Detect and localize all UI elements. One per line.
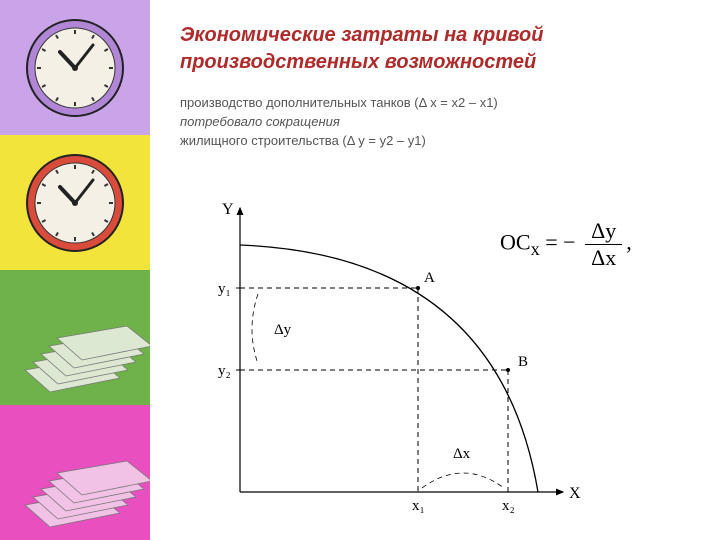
svg-text:y₂: y₂	[218, 363, 231, 379]
decorative-sidebar	[0, 0, 150, 540]
svg-text:X: X	[569, 485, 581, 502]
svg-text:B: B	[518, 354, 528, 370]
slide-title: Экономические затраты на кривой производ…	[180, 22, 700, 76]
sidebar-tile-2	[0, 270, 150, 405]
slide-content: Экономические затраты на кривой производ…	[180, 22, 700, 151]
svg-text:Y: Y	[222, 201, 234, 218]
body-line-3: жилищного строительства (Δ у = у2 – у1)	[180, 133, 426, 148]
formula-trailing: ,	[626, 230, 632, 255]
sidebar-tile-0	[0, 0, 150, 135]
ppf-chart-svg: A By₁ y₂ x₁ x₂ Δy Δx Y X	[198, 200, 598, 530]
svg-text:x₁: x₁	[412, 498, 425, 514]
svg-text:A: A	[424, 270, 435, 286]
sidebar-tile-3	[0, 405, 150, 540]
svg-text:Δy: Δy	[274, 322, 292, 338]
svg-text:y₁: y₁	[218, 281, 231, 297]
sidebar-tile-1	[0, 135, 150, 270]
svg-text:x₂: x₂	[502, 498, 515, 514]
body-line-1: производство дополнительных танков (Δ x …	[180, 95, 498, 110]
body-line-2: потребовало сокращения	[180, 114, 340, 129]
title-line-2: производственных возможностей	[180, 51, 536, 73]
title-line-1: Экономические затраты на кривой	[180, 24, 543, 46]
ppf-chart: A By₁ y₂ x₁ x₂ Δy Δx Y X	[198, 200, 598, 530]
slide-body: производство дополнительных танков (Δ x …	[180, 94, 700, 151]
svg-text:Δx: Δx	[453, 446, 471, 462]
